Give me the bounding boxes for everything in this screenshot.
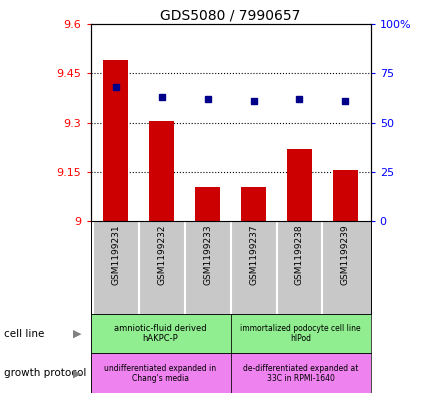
- Text: amniotic-fluid derived
hAKPC-P: amniotic-fluid derived hAKPC-P: [114, 324, 206, 343]
- Text: de-differentiated expanded at
33C in RPMI-1640: de-differentiated expanded at 33C in RPM…: [243, 364, 357, 383]
- Bar: [332, 170, 357, 222]
- Text: GSM1199237: GSM1199237: [249, 224, 258, 285]
- Text: undifferentiated expanded in
Chang's media: undifferentiated expanded in Chang's med…: [104, 364, 216, 383]
- Text: immortalized podocyte cell line
hIPod: immortalized podocyte cell line hIPod: [240, 324, 360, 343]
- Text: GSM1199231: GSM1199231: [111, 224, 120, 285]
- Text: cell line: cell line: [4, 329, 45, 339]
- Bar: [103, 60, 128, 222]
- Text: ▶: ▶: [73, 368, 82, 378]
- Bar: [230, 353, 370, 393]
- Bar: [149, 121, 174, 222]
- Text: GSM1199238: GSM1199238: [294, 224, 303, 285]
- Bar: [286, 149, 311, 222]
- Text: GSM1199233: GSM1199233: [203, 224, 212, 285]
- Title: GDS5080 / 7990657: GDS5080 / 7990657: [160, 8, 300, 22]
- Bar: [240, 187, 266, 222]
- Text: GSM1199232: GSM1199232: [157, 224, 166, 285]
- Text: GSM1199239: GSM1199239: [340, 224, 349, 285]
- Bar: [90, 353, 230, 393]
- Bar: [194, 187, 220, 222]
- Bar: [230, 314, 370, 353]
- Text: ▶: ▶: [73, 329, 82, 339]
- Text: growth protocol: growth protocol: [4, 368, 86, 378]
- Bar: [90, 314, 230, 353]
